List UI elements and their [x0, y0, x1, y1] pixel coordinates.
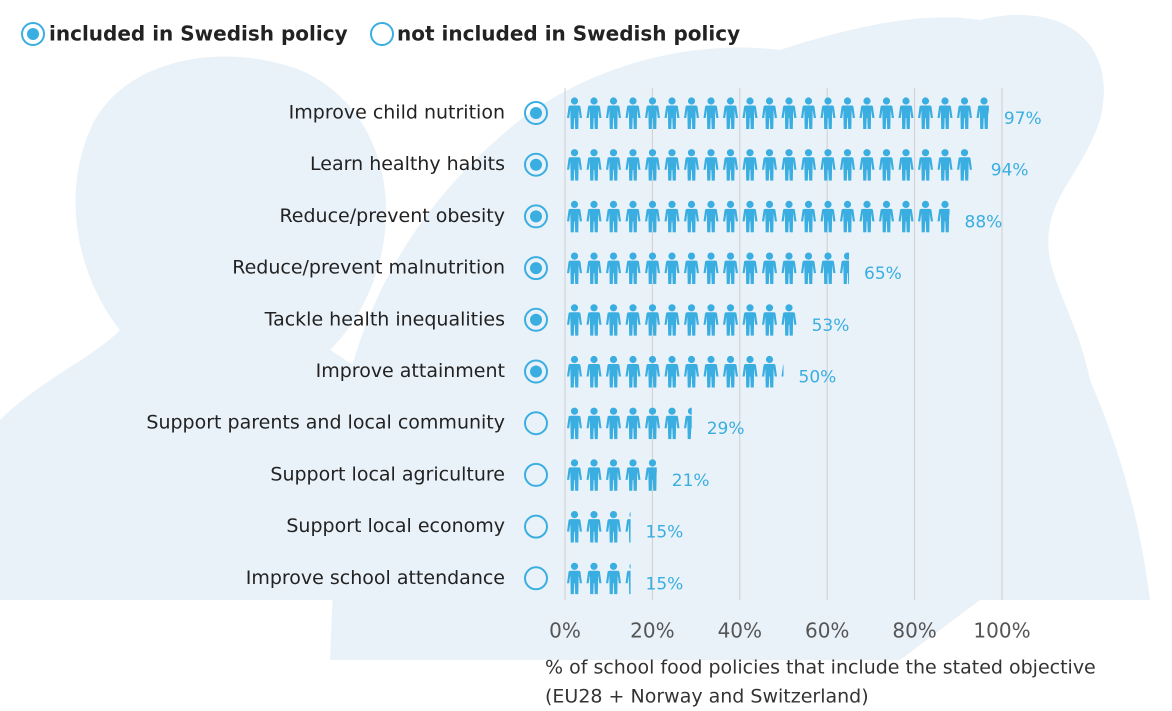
included-marker-dot [530, 210, 542, 223]
value-label: 97% [1004, 109, 1042, 129]
x-tick-label: 60% [805, 619, 849, 643]
included-marker [524, 152, 548, 177]
category-label: Tackle health inequalities [264, 308, 505, 330]
category-label: Reduce/prevent obesity [279, 205, 505, 227]
category-label: Support parents and local community [146, 412, 505, 434]
included-marker [524, 307, 548, 332]
value-label: 15% [646, 523, 684, 543]
legend-marker-dot [27, 28, 39, 40]
legend-marker [370, 22, 394, 46]
included-marker [524, 462, 548, 487]
x-tick-label: 40% [718, 619, 762, 643]
x-tick-label: 0% [549, 619, 581, 643]
category-label: Reduce/prevent malnutrition [232, 257, 505, 279]
bar [565, 458, 657, 491]
x-tick-label: 80% [892, 619, 936, 643]
value-label: 53% [812, 316, 850, 336]
included-marker [524, 256, 548, 281]
included-marker [524, 204, 548, 229]
bar [565, 200, 950, 233]
category-label: Improve school attendance [246, 567, 505, 589]
bar [565, 355, 784, 388]
legend-label: not included in Swedish policy [397, 22, 740, 46]
legend-label: included in Swedish policy [49, 22, 348, 46]
category-label: Learn healthy habits [310, 153, 505, 175]
value-label: 15% [646, 574, 684, 594]
included-marker [524, 101, 548, 125]
bar [565, 562, 631, 595]
value-label: 21% [672, 471, 710, 491]
category-label: Support local economy [286, 515, 505, 537]
x-axis-title: % of school food policies that include t… [545, 657, 1096, 679]
included-marker [524, 514, 548, 539]
bar [565, 148, 976, 181]
bar [565, 303, 797, 336]
category-label: Support local agriculture [270, 463, 505, 485]
x-tick-label: 100% [973, 619, 1030, 643]
included-marker-dot [530, 313, 542, 326]
included-marker-dot [530, 262, 542, 275]
included-marker-dot [530, 107, 542, 119]
included-marker-dot [530, 365, 542, 378]
legend-marker [21, 22, 45, 46]
x-axis-note: (EU28 + Norway and Switzerland) [545, 686, 869, 708]
category-label: Improve attainment [316, 360, 505, 382]
included-marker [524, 566, 548, 591]
value-label: 50% [799, 368, 837, 388]
value-label: 88% [965, 212, 1003, 232]
included-marker [524, 359, 548, 384]
value-label: 65% [864, 264, 902, 284]
legend: included in Swedish policy not included … [21, 22, 740, 46]
value-label: 94% [991, 161, 1029, 181]
value-label: 29% [707, 419, 745, 439]
bar [565, 510, 631, 543]
included-marker [524, 411, 548, 436]
bar [565, 97, 989, 129]
included-marker-dot [530, 158, 542, 171]
bar [565, 407, 692, 440]
x-tick-label: 20% [630, 619, 674, 643]
bar [565, 252, 850, 285]
category-label: Improve child nutrition [289, 102, 505, 124]
